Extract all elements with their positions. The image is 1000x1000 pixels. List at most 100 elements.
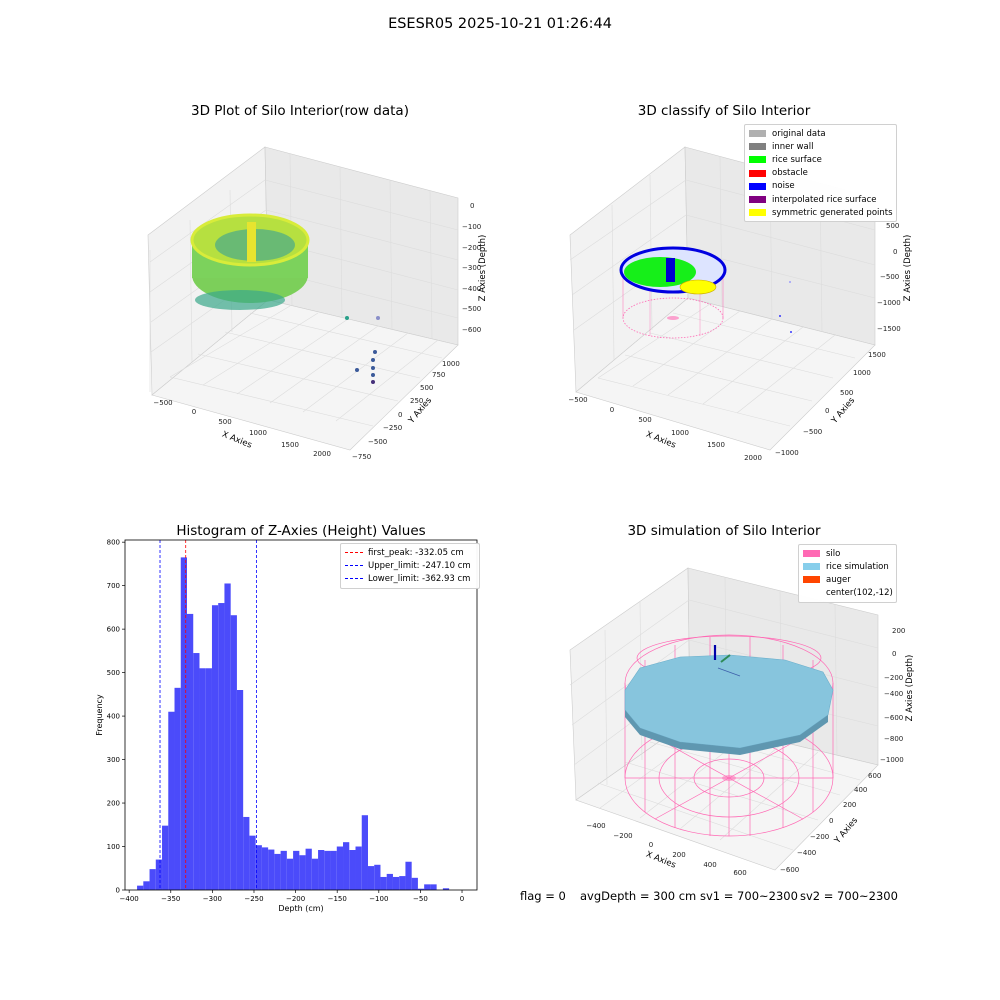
histogram-legend-entry: Lower_limit: -362.93 cm <box>345 572 475 585</box>
histogram-bar <box>230 615 237 890</box>
histogram-bar <box>411 877 418 890</box>
legend-line-swatch <box>345 578 363 580</box>
raw-wall-segment <box>247 222 256 262</box>
histogram-bar <box>199 668 206 890</box>
classify-ytick: 1000 <box>853 369 871 377</box>
raw-ztick: −100 <box>462 223 481 231</box>
legend-color-swatch <box>803 563 820 571</box>
histogram-ytick-label: 500 <box>107 669 120 677</box>
histogram-bar <box>324 850 331 890</box>
raw-xtick: 1000 <box>249 429 267 437</box>
raw-xtick: −500 <box>153 399 172 407</box>
histogram-bar <box>399 876 406 890</box>
histogram-bar <box>355 846 362 890</box>
raw-ztick: −300 <box>462 264 481 272</box>
simulation-legend-entry: auger <box>803 573 892 586</box>
legend-label: interpolated rice surface <box>772 194 877 205</box>
raw-ytick: 750 <box>432 371 445 379</box>
histogram-bar <box>236 690 244 890</box>
legend-color-swatch <box>803 576 820 584</box>
histogram-bar <box>380 876 387 890</box>
histogram-bars <box>137 557 450 890</box>
histogram-legend-entry: first_peak: -332.05 cm <box>345 546 475 559</box>
classify-rice-surface <box>624 257 696 287</box>
histogram-bar <box>392 876 400 890</box>
classify-xtick: 1000 <box>671 429 689 437</box>
legend-color-swatch <box>803 550 820 558</box>
sim-xtick: 200 <box>672 851 685 859</box>
histogram-bar <box>374 864 381 890</box>
simulation-tick-labels: −400 −200 0 200 400 600 −600 −400 −200 0… <box>586 627 905 877</box>
histogram-ylabel: Frequency <box>95 694 104 736</box>
histogram-bar <box>224 583 231 890</box>
classify-legend-entry: inner wall <box>749 140 892 153</box>
histogram-bar <box>286 858 294 890</box>
sim-xtick: −400 <box>586 822 605 830</box>
sim-ytick: −200 <box>810 833 829 841</box>
histogram-bar <box>280 850 287 890</box>
histogram-bar <box>186 613 194 890</box>
legend-label: inner wall <box>772 141 814 152</box>
raw-ytick: 250 <box>410 397 423 405</box>
simulation-legend-entry: silo <box>803 547 892 560</box>
histogram-bar <box>211 605 219 890</box>
classify-tick-labels: −500 0 500 1000 1500 2000 −1000 −500 0 5… <box>568 222 900 462</box>
sim-ztick: −800 <box>884 735 903 743</box>
legend-label: silo <box>826 548 841 559</box>
legend-label: obstacle <box>772 168 808 179</box>
classify-legend-entry: interpolated rice surface <box>749 193 892 206</box>
raw-ztick: −400 <box>462 285 481 293</box>
histogram-bar <box>174 687 181 890</box>
histogram-xtick-label: −350 <box>161 895 180 903</box>
histogram-ytick-label: 300 <box>107 756 120 764</box>
classify-ztick: 0 <box>893 248 897 256</box>
histogram-bar <box>305 848 312 890</box>
histogram-title: Histogram of Z-Axies (Height) Values <box>176 523 426 539</box>
simulation-rice-edge <box>625 710 828 755</box>
histogram-xtick-label: 0 <box>460 895 464 903</box>
sim-ytick: 0 <box>829 817 833 825</box>
raw-ztick: −600 <box>462 326 481 334</box>
histogram-bar <box>343 842 350 890</box>
legend-label: rice surface <box>772 154 822 165</box>
histogram-ytick-label: 100 <box>107 843 120 851</box>
histogram-bar <box>149 869 156 890</box>
histogram-bar <box>424 884 431 890</box>
legend-label: noise <box>772 181 795 192</box>
legend-label: Upper_limit: -247.10 cm <box>368 560 471 571</box>
classify-ytick: 1500 <box>868 351 886 359</box>
sim-xtick: 600 <box>733 869 746 877</box>
sim-ztick: 200 <box>892 627 905 635</box>
sim-ztick: −1000 <box>880 756 904 764</box>
simulation-auger-blade <box>720 654 731 663</box>
simulation-scene <box>624 634 834 837</box>
histogram-bar <box>143 881 150 890</box>
histogram-bar <box>318 850 325 890</box>
histogram-xtick-label: −400 <box>120 895 139 903</box>
classify-ytick: −500 <box>803 428 822 436</box>
classify-plot-title: 3D classify of Silo Interior <box>637 103 811 119</box>
histogram-bar <box>205 668 212 890</box>
raw-tick-labels: −500 0 500 1000 1500 2000 −750 −500 −250… <box>153 202 481 461</box>
classify-xtick: 2000 <box>744 454 762 462</box>
raw-xtick: 500 <box>218 418 231 426</box>
raw-ztick: −500 <box>462 305 481 313</box>
sim-xtick: 0 <box>649 841 653 849</box>
legend-color-swatch <box>749 182 766 190</box>
legend-color-swatch <box>803 590 820 597</box>
histogram-bar <box>299 855 306 890</box>
raw-floor <box>151 299 459 451</box>
avg-depth-status: avgDepth = 300 cm <box>580 889 697 903</box>
histogram-bar <box>311 858 319 890</box>
histogram-legend-entry: Upper_limit: -247.10 cm <box>345 559 475 572</box>
raw-xtick: 0 <box>192 408 196 416</box>
simulation-legend: silo rice simulation auger center(102,-12) <box>798 544 897 603</box>
histogram-xtick-label: −250 <box>244 895 263 903</box>
histogram-bar <box>386 873 393 890</box>
histogram-bar <box>268 849 275 890</box>
classify-ztick: −1000 <box>877 299 901 307</box>
histogram-xticks: −400 −350 −300 −250 −200 −150 −100 −50 0 <box>120 890 464 903</box>
raw-plot-title: 3D Plot of Silo Interior(row data) <box>191 103 409 119</box>
histogram-ytick-label: 200 <box>107 800 120 808</box>
legend-label: auger <box>826 574 851 585</box>
